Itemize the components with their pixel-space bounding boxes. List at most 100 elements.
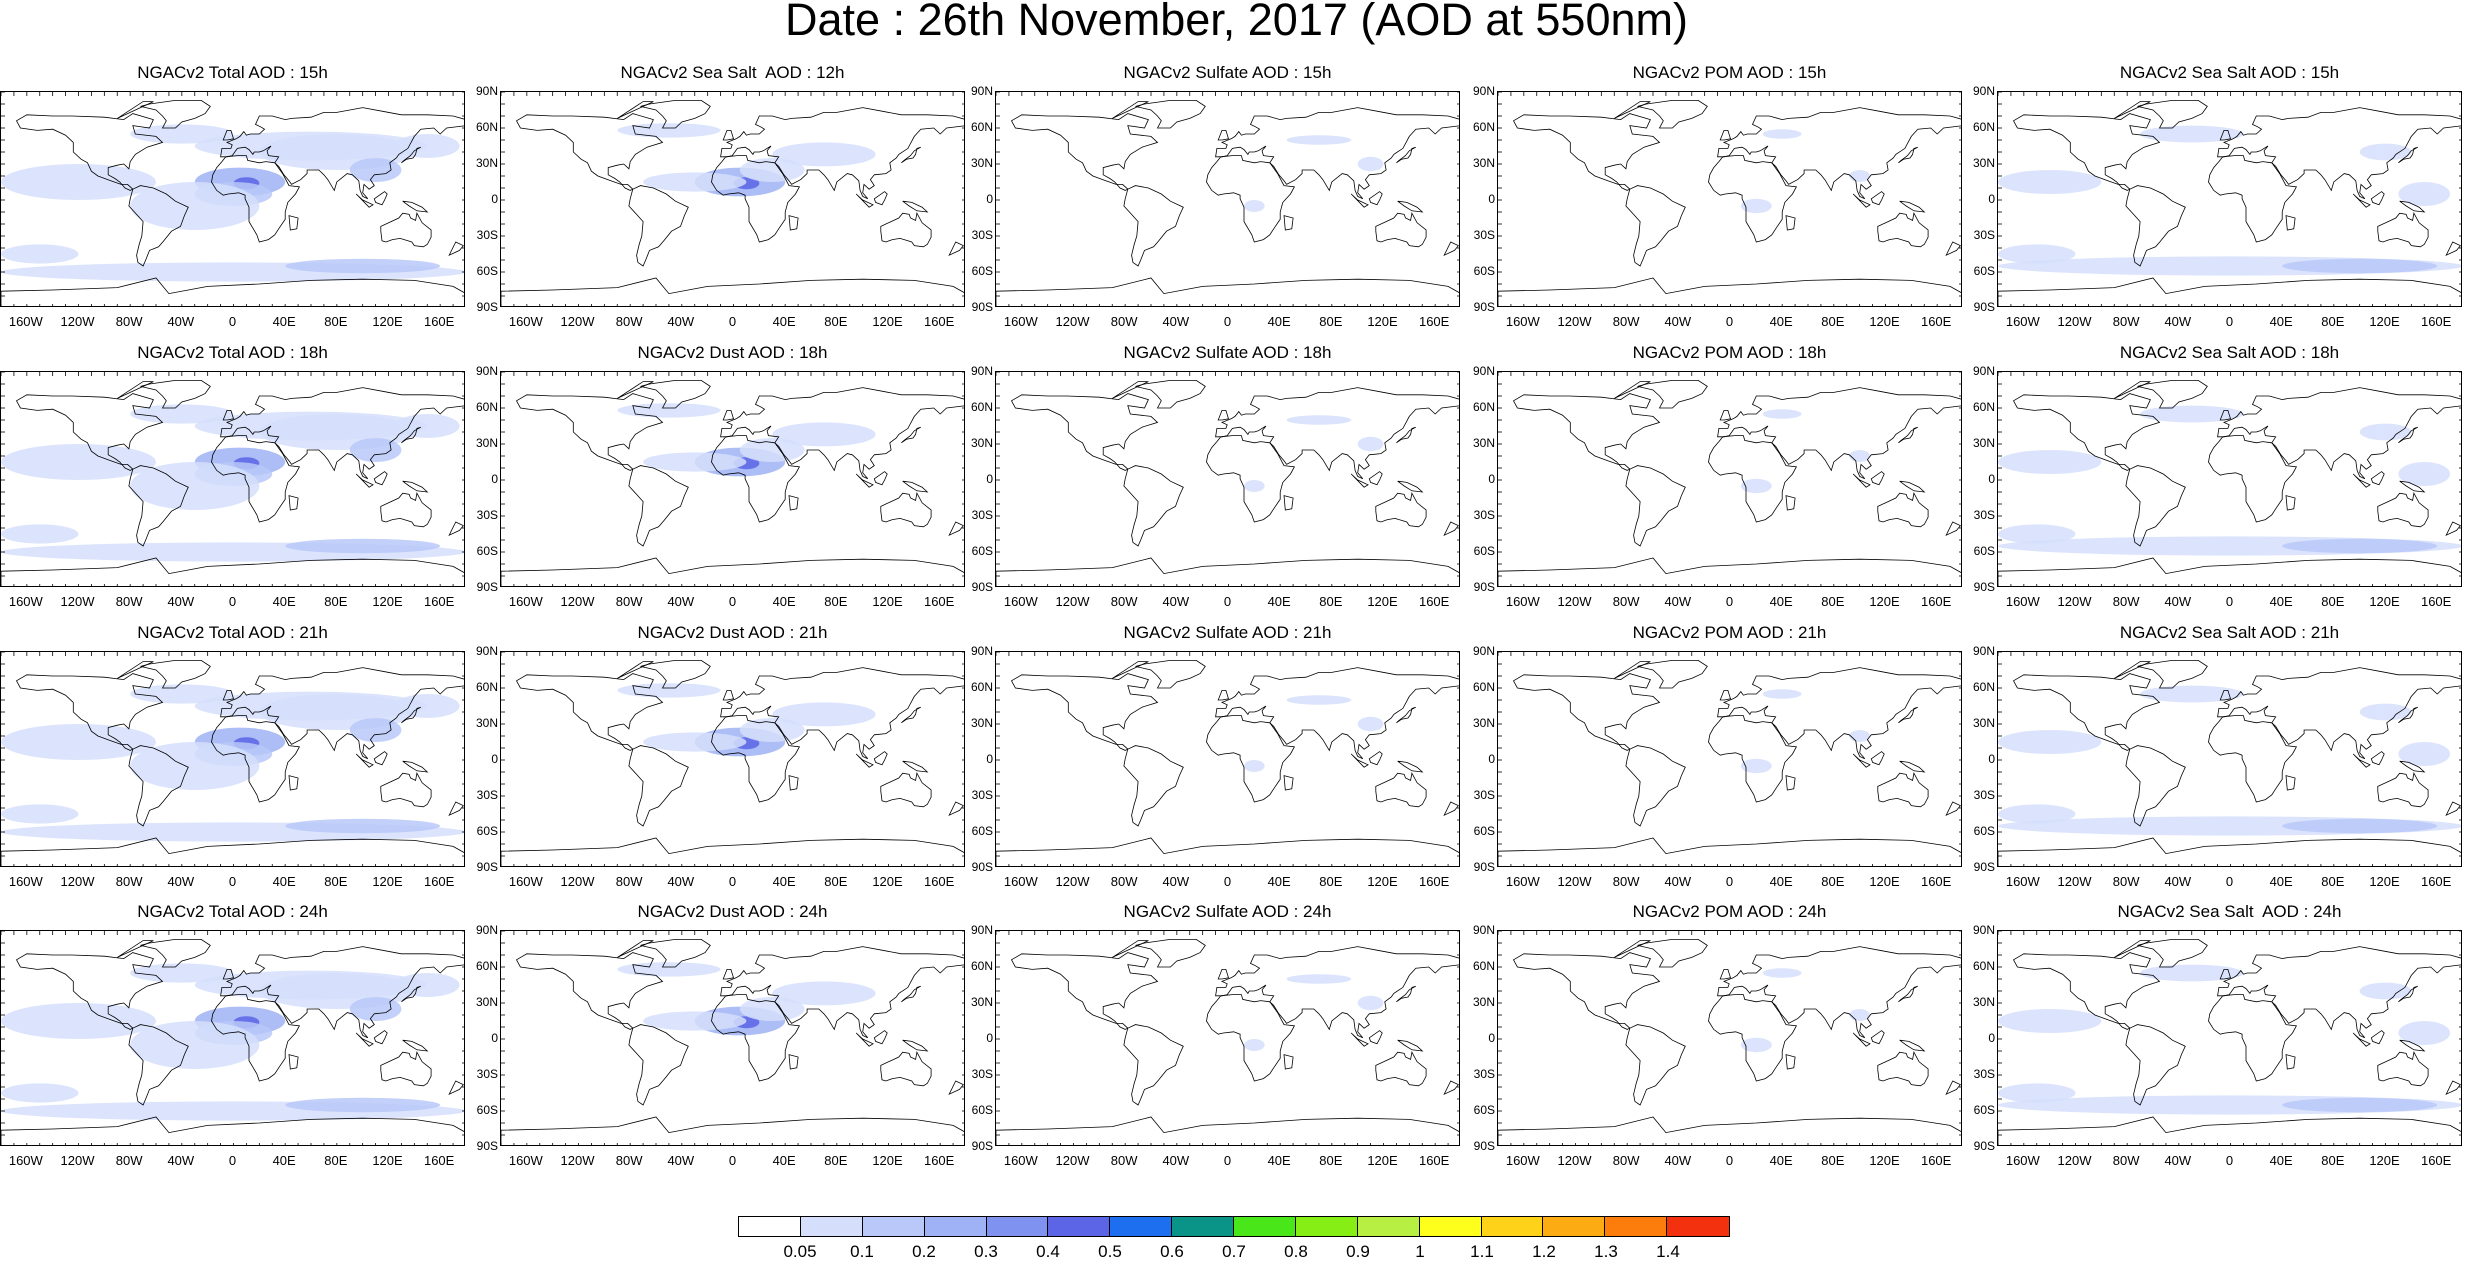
coastline xyxy=(2208,994,2298,1082)
coastline xyxy=(402,760,429,773)
world-map xyxy=(1497,91,1962,307)
coastline xyxy=(1512,113,1661,191)
coastline xyxy=(373,191,388,206)
coastline xyxy=(1625,465,1686,547)
coastline xyxy=(628,745,689,827)
world-map xyxy=(500,91,965,307)
world-map xyxy=(1497,371,1962,587)
longitude-label: 120E xyxy=(2369,874,2400,889)
latitude-label: 90S xyxy=(1473,300,1495,314)
latitude-label: 30S xyxy=(1973,788,1995,802)
longitude-label: 80W xyxy=(615,874,643,889)
coastline xyxy=(1625,745,1686,827)
latitude-label: 90S xyxy=(1973,580,1995,594)
longitude-label: 160W xyxy=(1003,874,1038,889)
longitude-label: 80E xyxy=(1821,594,1845,609)
latitude-label: 30N xyxy=(1972,716,1995,730)
latitude-label: 0 xyxy=(986,472,993,486)
longitude-label: 80W xyxy=(615,314,643,329)
map-canvas xyxy=(996,931,1459,1145)
coastline xyxy=(1708,994,1798,1082)
latitude-label: 30N xyxy=(1472,995,1495,1009)
longitude-label: 80E xyxy=(2321,314,2345,329)
coastline xyxy=(1614,940,1651,958)
figure-title: Date : 26th November, 2017 (AOD at 550nm… xyxy=(785,0,1688,45)
coastline xyxy=(1010,673,1159,751)
colorbar-segment xyxy=(1172,1217,1234,1236)
aod-plume xyxy=(1998,730,2102,754)
longitude-label: 80E xyxy=(324,1153,348,1168)
latitude-label: 90S xyxy=(476,860,498,874)
longitude-label: 0 xyxy=(2225,594,2234,609)
aod-plume xyxy=(1998,1009,2102,1033)
colorbar-segment xyxy=(1667,1217,1729,1236)
coastline xyxy=(902,1039,929,1052)
aod-plume xyxy=(1,1083,79,1103)
aod-plume xyxy=(643,172,747,192)
coastline xyxy=(996,837,1459,866)
aod-plume xyxy=(1998,450,2102,474)
latitude-label: 60S xyxy=(1473,824,1495,838)
coastline xyxy=(1512,952,1661,1030)
coastline xyxy=(2352,1032,2371,1047)
aod-plume xyxy=(1244,1039,1265,1051)
coastline xyxy=(720,946,964,1039)
map-panel: NGACv2 Sea Salt AOD : 24h 90N 60N 30N 0 30S 60… xyxy=(1973,903,2462,1179)
aod-plume xyxy=(394,134,460,158)
latitude-label: 60N xyxy=(475,120,498,134)
aod-plume xyxy=(194,411,428,441)
latitude-label: 30S xyxy=(1973,508,1995,522)
coastline xyxy=(628,1024,689,1106)
latitude-label: 90N xyxy=(1472,923,1495,937)
aod-plume xyxy=(2359,703,2412,721)
longitude-label: 80W xyxy=(1612,874,1640,889)
aod-plume xyxy=(349,158,402,182)
longitude-label: 40W xyxy=(1162,594,1190,609)
latitude-label: 60N xyxy=(970,959,993,973)
coastline xyxy=(1206,155,1296,243)
latitude-label: 30S xyxy=(1473,508,1495,522)
aod-plume xyxy=(349,718,402,742)
coastline xyxy=(711,155,801,243)
latitude-label: 30N xyxy=(1972,436,1995,450)
coastline xyxy=(222,690,235,701)
coastline xyxy=(355,193,374,208)
longitude-label: 120E xyxy=(372,874,403,889)
world-map xyxy=(0,91,465,307)
aod-plume xyxy=(1762,129,1802,139)
latitude-label: 30S xyxy=(476,788,498,802)
aod-plume xyxy=(1286,974,1352,984)
longitude-label: 40W xyxy=(1664,1153,1692,1168)
coastline xyxy=(1998,837,2461,866)
coastline xyxy=(1512,673,1661,751)
coastline xyxy=(788,495,799,511)
longitude-label: 160E xyxy=(923,594,955,609)
latitude-label: 60N xyxy=(475,680,498,694)
longitude-label: 80W xyxy=(115,874,143,889)
coastline xyxy=(1719,969,1732,980)
colorbar-segment xyxy=(739,1217,801,1236)
aod-plume xyxy=(1244,200,1265,212)
coastline xyxy=(2445,801,2461,817)
coastline xyxy=(2398,426,2418,444)
coastline xyxy=(2398,985,2418,1003)
coastline xyxy=(2377,212,2429,248)
world-map xyxy=(995,651,1460,867)
coastline xyxy=(1283,495,1294,511)
coastline xyxy=(117,940,154,958)
coastline xyxy=(288,215,299,231)
latitude-label: 60N xyxy=(1472,959,1495,973)
world-map xyxy=(0,930,465,1146)
coastline xyxy=(2399,200,2426,213)
longitude-label: 80W xyxy=(2112,314,2140,329)
coastline xyxy=(1870,471,1885,486)
longitude-label: 80E xyxy=(824,874,848,889)
longitude-label: 120W xyxy=(1557,594,1592,609)
coastline xyxy=(1368,471,1383,486)
coastline xyxy=(640,938,711,968)
coastline xyxy=(1998,1116,2461,1145)
longitude-label: 120W xyxy=(60,594,95,609)
longitude-label: 80W xyxy=(2112,874,2140,889)
coastline xyxy=(1899,480,1926,493)
latitude-label: 0 xyxy=(491,472,498,486)
